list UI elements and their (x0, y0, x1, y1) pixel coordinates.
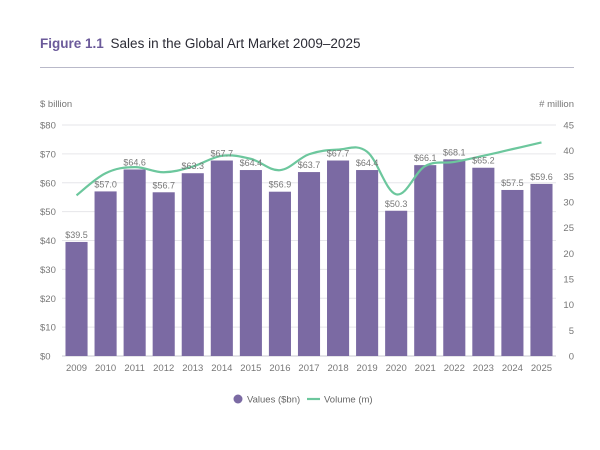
bar (297, 172, 321, 356)
left-axis-title: $ billion (40, 99, 72, 110)
right-axis-title: # million (539, 99, 574, 110)
left-tick-label: $70 (40, 149, 56, 160)
figure-label: Figure 1.1 (40, 36, 104, 51)
x-tick-label: 2022 (444, 363, 465, 374)
bar (472, 167, 495, 356)
x-tick-label: 2012 (153, 363, 174, 374)
bar (94, 191, 117, 356)
x-tick-label: 2015 (240, 363, 261, 374)
left-tick-label: $10 (40, 323, 56, 334)
bar-data-label: $63.3 (181, 161, 204, 171)
bar-data-label: $64.6 (123, 157, 146, 167)
x-tick-label: 2010 (95, 363, 116, 374)
bar-data-label: $64.4 (240, 158, 263, 168)
bar (123, 169, 146, 356)
legend-values-label: Values ($bn) (247, 395, 300, 406)
bar-data-label: $39.5 (65, 230, 88, 240)
right-tick-label: 35 (563, 172, 574, 183)
x-tick-label: 2024 (502, 363, 523, 374)
left-tick-label: $0 (40, 352, 51, 363)
right-tick-label: 30 (563, 198, 574, 209)
right-tick-label: 10 (563, 300, 574, 311)
left-tick-label: $60 (40, 178, 56, 189)
right-tick-label: 15 (563, 275, 574, 286)
bar (443, 159, 466, 356)
bar (327, 160, 350, 356)
x-tick-label: 2009 (66, 363, 87, 374)
bar (501, 189, 524, 356)
bar-data-label: $67.7 (211, 149, 234, 159)
legend-volume-label: Volume (m) (324, 395, 373, 406)
right-tick-label: 25 (563, 223, 574, 234)
bar-data-label: $65.2 (472, 156, 495, 166)
bar (356, 170, 379, 356)
x-tick-label: 2016 (269, 363, 290, 374)
x-tick-label: 2025 (531, 363, 552, 374)
volume-series-line (75, 141, 542, 197)
x-tick-label: 2020 (386, 363, 407, 374)
x-tick-label: 2023 (473, 363, 494, 374)
bar (152, 192, 175, 356)
bar (268, 191, 291, 356)
bar (239, 170, 262, 356)
title-divider (40, 67, 574, 68)
bar-data-label: $56.7 (152, 180, 175, 190)
left-tick-label: $30 (40, 265, 56, 276)
title-text: Sales in the Global Art Market 2009–2025 (110, 36, 361, 51)
bar-data-label: $64.4 (356, 158, 379, 168)
x-tick-label: 2014 (211, 363, 232, 374)
left-tick-label: $50 (40, 207, 56, 218)
right-tick-label: 5 (569, 326, 574, 337)
bar-data-label: $59.6 (530, 172, 553, 182)
legend-values-swatch (233, 394, 243, 404)
right-tick-label: 40 (563, 146, 574, 157)
bar (65, 241, 88, 356)
x-tick-label: 2013 (182, 363, 203, 374)
bar-data-label: $50.3 (385, 199, 408, 209)
x-tick-label: 2011 (124, 363, 144, 374)
left-tick-label: $20 (40, 294, 56, 305)
bar (210, 160, 233, 356)
x-tick-label: 2018 (327, 363, 348, 374)
right-tick-label: 20 (563, 249, 574, 260)
left-tick-label: $40 (40, 236, 56, 247)
bar-data-label: $57.0 (94, 179, 117, 189)
bar-data-label: $56.9 (269, 180, 292, 190)
bar-data-label: $67.7 (327, 149, 350, 159)
bar-data-label: $66.1 (414, 153, 437, 163)
right-tick-label: 45 (563, 121, 574, 132)
bar-data-label: $57.5 (501, 178, 524, 188)
x-tick-label: 2021 (415, 363, 436, 374)
right-tick-label: 0 (569, 352, 574, 363)
bar (530, 183, 553, 356)
bar (385, 210, 408, 356)
bar (414, 165, 437, 356)
left-tick-label: $80 (40, 121, 56, 132)
bar-data-label: $63.7 (298, 160, 321, 170)
bar-data-label: $68.1 (443, 147, 466, 157)
bar (181, 173, 204, 356)
chart-title: Figure 1.1 Sales in the Global Art Marke… (40, 36, 360, 51)
x-tick-label: 2019 (357, 363, 378, 374)
x-tick-label: 2017 (298, 363, 319, 374)
